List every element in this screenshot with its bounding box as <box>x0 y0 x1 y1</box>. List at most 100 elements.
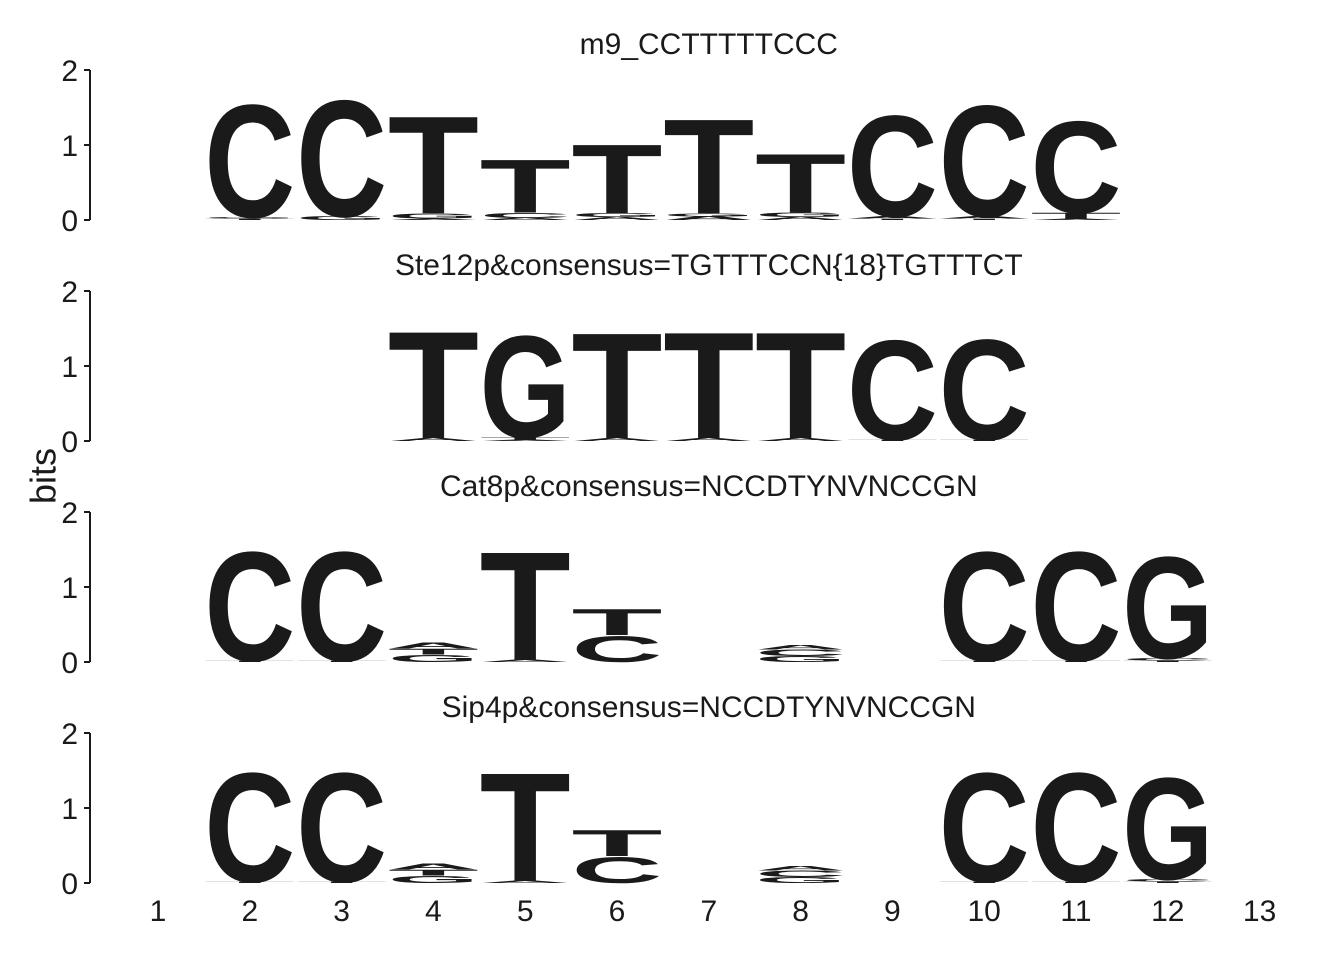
x-tick-label: 3 <box>333 895 350 928</box>
logo-letter-T: T <box>572 124 663 234</box>
logo-letter-A: A <box>1031 218 1122 220</box>
logo-letter-A: A <box>480 659 571 663</box>
logo-letter-G: G <box>296 215 387 221</box>
logo-letter-T: T <box>388 87 479 244</box>
panel-title: m9_CCTTTTTCCC <box>580 28 838 61</box>
logo-letter-C: C <box>939 73 1030 250</box>
logo-letter-A: A <box>755 644 846 651</box>
logo-letter-T: T <box>1122 881 1213 883</box>
logo-letter-G: G <box>755 211 846 218</box>
logo-letter-C: C <box>1031 521 1122 695</box>
logo-letter-C: C <box>939 521 1030 695</box>
logo-letter-T: T <box>755 136 846 231</box>
logo-letter-G: G <box>388 874 479 886</box>
logo-letter-A: A <box>663 437 754 442</box>
logo-letter-C: C <box>572 628 663 670</box>
logo-letter-T: T <box>480 144 571 229</box>
logo-letter-C: C <box>1031 95 1122 241</box>
x-tick-label: 1 <box>150 895 167 928</box>
logo-letter-C: C <box>939 310 1030 471</box>
logo-letter-C: C <box>847 310 938 470</box>
logo-letter-T: T <box>388 647 479 656</box>
y-tick-label: 0 <box>61 647 78 680</box>
logo-letter-T: T <box>204 881 295 883</box>
logo-letter-A: A <box>388 218 479 220</box>
logo-letter-A: A <box>663 215 754 221</box>
logo-letter-A: A <box>572 216 663 221</box>
logo-letter-A: A <box>388 862 479 871</box>
logo-letter-C: C <box>296 521 387 695</box>
logo-letter-T: T <box>296 660 387 662</box>
logo-letter-G: G <box>663 212 754 217</box>
x-tick-label: 6 <box>609 895 626 928</box>
x-tick-label: 11 <box>1060 895 1091 928</box>
logo-letter-G: G <box>1122 527 1213 690</box>
logo-letter-C: C <box>572 849 663 891</box>
logo-letter-G: G <box>572 212 663 218</box>
x-tick-label: 13 <box>1243 895 1276 928</box>
logo-letter-C: C <box>939 742 1030 916</box>
logo-letter-T: T <box>1031 660 1122 662</box>
logo-letter-T: T <box>480 520 571 693</box>
logo-letter-T: T <box>1031 211 1122 220</box>
logo-letter-C: C <box>204 521 295 695</box>
logo-letter-C: C <box>1122 879 1213 883</box>
logo-letter-T: T <box>847 439 938 441</box>
logo-letter-A: A <box>755 216 846 221</box>
logo-letter-T: T <box>388 300 479 471</box>
logo-letter-G: G <box>204 217 295 219</box>
y-tick-label: 0 <box>61 868 78 901</box>
logo-letter-A: A <box>480 439 571 441</box>
logo-letter-C: C <box>296 66 387 252</box>
y-tick-label: 0 <box>61 205 78 238</box>
y-tick-label: 1 <box>61 572 78 605</box>
y-tick-label: 2 <box>61 276 78 309</box>
x-tick-label: 7 <box>700 895 717 928</box>
x-tick-label: 8 <box>792 895 809 928</box>
x-tick-label: 9 <box>884 895 901 928</box>
logo-letter-A: A <box>847 216 938 220</box>
logo-letter-T: T <box>296 881 387 883</box>
x-tick-label: 5 <box>517 895 534 928</box>
logo-letter-T: T <box>572 823 663 865</box>
logo-letter-T: T <box>939 439 1030 441</box>
logo-letter-A: A <box>939 216 1030 220</box>
logo-letter-T: T <box>939 218 1030 220</box>
logo-letter-A: A <box>480 880 571 884</box>
y-tick-label: 1 <box>61 793 78 826</box>
logo-letter-T: T <box>939 881 1030 883</box>
logo-letter-T: T <box>388 868 479 877</box>
y-tick-label: 2 <box>61 718 78 751</box>
logo-letter-A: A <box>388 437 479 442</box>
x-tick-label: 12 <box>1151 895 1184 928</box>
logo-letter-G: G <box>1122 748 1213 911</box>
logo-letter-G: G <box>388 653 479 665</box>
y-tick-label: 1 <box>61 130 78 163</box>
panel-title: Sip4p&consensus=NCCDTYNVNCCGN <box>442 691 976 724</box>
logo-letter-C: C <box>755 648 846 658</box>
x-tick-label: 2 <box>241 895 258 928</box>
logo-letter-G: G <box>388 212 479 220</box>
logo-letter-C: C <box>755 869 846 879</box>
panel-title: Ste12p&consensus=TGTTTCCN{18}TGTTTCT <box>395 249 1023 282</box>
logo-letter-A: A <box>755 437 846 442</box>
logo-letter-A: A <box>388 641 479 650</box>
logo-letter-C: C <box>204 742 295 916</box>
y-tick-label: 2 <box>61 497 78 530</box>
logo-letter-C: C <box>480 211 571 219</box>
y-axis-label: bits <box>23 448 64 504</box>
logo-letter-G: G <box>755 654 846 663</box>
logo-letter-A: A <box>572 437 663 442</box>
logo-letter-A: A <box>480 217 571 221</box>
logo-letter-T: T <box>1122 660 1213 662</box>
x-tick-label: 4 <box>425 895 442 928</box>
logo-letter-T: T <box>572 301 663 470</box>
logo-letter-C: C <box>296 742 387 916</box>
logo-letter-T: T <box>204 660 295 662</box>
logo-letter-C: C <box>847 85 938 247</box>
y-tick-label: 2 <box>61 55 78 88</box>
